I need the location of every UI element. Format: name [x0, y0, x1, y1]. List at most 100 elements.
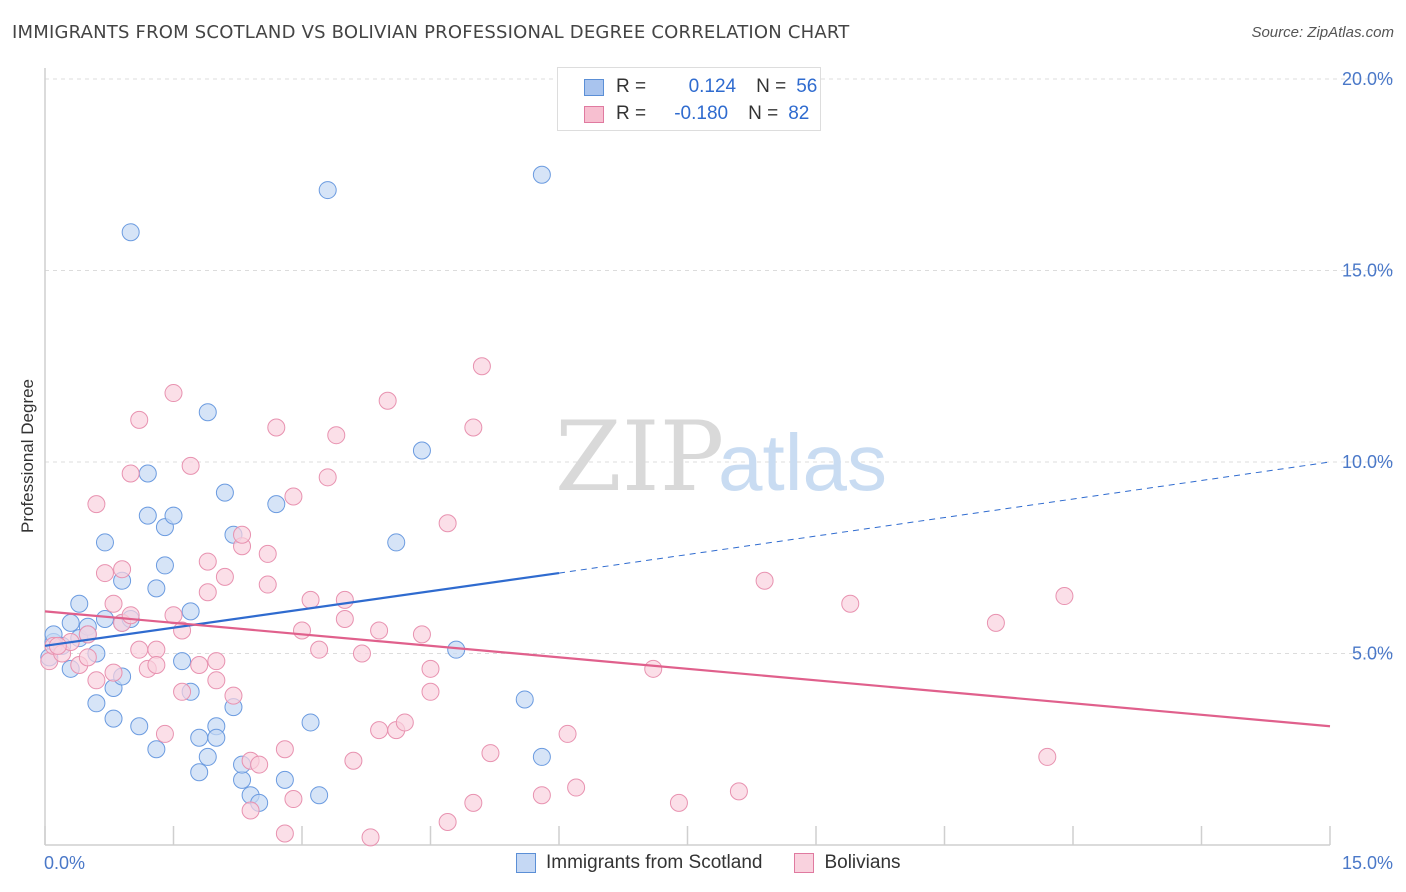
- data-point: [301, 590, 320, 609]
- y-tick-label: 10.0%: [1342, 452, 1393, 472]
- data-point: [421, 682, 440, 701]
- x-tick-label: 15.0%: [1342, 853, 1393, 873]
- data-point: [61, 613, 80, 632]
- data-point: [164, 506, 183, 525]
- data-point: [352, 644, 371, 663]
- data-point: [378, 391, 397, 410]
- grid-lines: [45, 78, 1394, 654]
- data-point: [233, 770, 252, 789]
- watermark: ZIP atlas: [555, 401, 887, 513]
- legend-r-label: R =: [616, 76, 647, 97]
- data-point: [198, 747, 217, 766]
- data-point: [155, 724, 174, 743]
- data-point: [1055, 587, 1074, 606]
- data-point: [986, 613, 1005, 632]
- y-tick-label: 5.0%: [1352, 644, 1393, 664]
- series-bolivians-points: [40, 357, 1074, 847]
- data-point: [181, 602, 200, 621]
- axes: [44, 68, 1331, 846]
- data-point: [284, 487, 303, 506]
- data-point: [121, 223, 140, 242]
- data-point: [173, 682, 192, 701]
- data-point: [164, 606, 183, 625]
- data-point: [327, 426, 346, 445]
- data-point: [173, 652, 192, 671]
- data-point: [412, 625, 431, 644]
- data-point: [275, 740, 294, 759]
- data-point: [395, 713, 414, 732]
- data-point: [258, 575, 277, 594]
- data-point: [335, 610, 354, 629]
- legend-n-label: N =: [748, 103, 779, 124]
- data-point: [241, 801, 260, 820]
- x-tick-label: 0.0%: [44, 853, 85, 873]
- data-point: [464, 793, 483, 812]
- watermark-atlas: atlas: [718, 418, 887, 507]
- data-point: [190, 763, 209, 782]
- data-point: [87, 495, 106, 514]
- data-point: [104, 709, 123, 728]
- legend-row-bolivians: R = -0.180 N = 82: [584, 103, 809, 125]
- trend-lines: [44, 461, 1331, 728]
- data-point: [412, 441, 431, 460]
- data-point: [138, 506, 157, 525]
- trend-line-bolivians: [44, 610, 1331, 728]
- data-point: [233, 525, 252, 544]
- legend-r-value: 0.124: [688, 76, 737, 97]
- legend-swatch-scotland: [516, 853, 536, 873]
- data-point: [464, 418, 483, 437]
- legend-r-label: R =: [616, 103, 647, 124]
- data-point: [438, 813, 457, 832]
- data-point: [147, 655, 166, 674]
- data-point: [318, 181, 337, 200]
- legend-r-value: -0.180: [674, 103, 729, 124]
- data-point: [224, 686, 243, 705]
- data-point: [207, 671, 226, 690]
- legend-label-bolivians: Bolivians: [824, 852, 901, 873]
- data-point: [207, 728, 226, 747]
- data-point: [361, 828, 380, 847]
- data-point: [729, 782, 748, 801]
- data-point: [190, 655, 209, 674]
- data-point: [1038, 747, 1057, 766]
- data-point: [841, 594, 860, 613]
- data-point: [181, 456, 200, 475]
- series-legend: Immigrants from Scotland Bolivians: [516, 852, 901, 874]
- data-point: [250, 755, 269, 774]
- legend-n-value: 82: [788, 103, 810, 124]
- source-label: Source: ZipAtlas.com: [1251, 24, 1394, 41]
- data-point: [95, 564, 114, 583]
- data-point: [310, 786, 329, 805]
- data-point: [515, 690, 534, 709]
- legend-label-scotland: Immigrants from Scotland: [546, 852, 763, 873]
- correlation-legend: R = 0.124 N = 56 R = -0.180 N = 82: [557, 67, 821, 131]
- data-point: [669, 793, 688, 812]
- data-point: [147, 579, 166, 598]
- data-point: [387, 533, 406, 552]
- data-point: [207, 652, 226, 671]
- data-point: [121, 606, 140, 625]
- data-point: [472, 357, 491, 376]
- data-point: [267, 495, 286, 514]
- chart-title: IMMIGRANTS FROM SCOTLAND VS BOLIVIAN PRO…: [12, 22, 850, 43]
- legend-swatch-bolivians: [794, 853, 815, 873]
- data-point: [130, 717, 149, 736]
- data-point: [267, 418, 286, 437]
- watermark-zip: ZIP: [555, 401, 724, 513]
- data-point: [121, 464, 140, 483]
- data-point: [301, 713, 320, 732]
- data-point: [370, 621, 389, 640]
- data-point: [130, 410, 149, 429]
- data-point: [113, 560, 132, 579]
- data-point: [532, 165, 551, 184]
- tick-labels: 5.0% 10.0% 15.0% 20.0% 0.0% 15.0%: [44, 69, 1393, 873]
- data-point: [644, 659, 663, 678]
- data-point: [275, 824, 294, 843]
- data-point: [138, 464, 157, 483]
- legend-swatch-bolivians: [584, 105, 604, 123]
- data-point: [104, 663, 123, 682]
- data-point: [87, 694, 106, 713]
- y-tick-label: 20.0%: [1342, 69, 1393, 89]
- legend-n-label: N =: [756, 76, 787, 97]
- data-point: [198, 552, 217, 571]
